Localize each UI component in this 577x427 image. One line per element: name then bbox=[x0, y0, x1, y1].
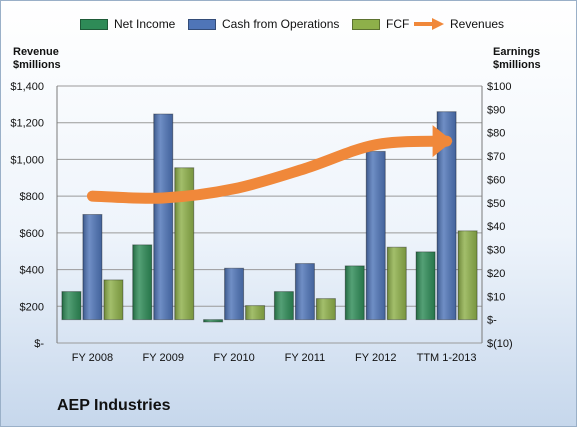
legend-cash-from-operations: Cash from Operations bbox=[188, 14, 339, 34]
right-tick-label: $20 bbox=[487, 268, 505, 280]
x-tick-label: FY 2012 bbox=[355, 352, 396, 364]
right-tick-label: $10 bbox=[487, 291, 505, 303]
bar-shading-net-income bbox=[274, 291, 294, 320]
x-tick-label: FY 2009 bbox=[143, 352, 184, 364]
bar-shading-cash-from-operations bbox=[295, 263, 315, 320]
legend-label-revenues: Revenues bbox=[450, 17, 505, 31]
left-tick-label: $600 bbox=[20, 228, 44, 240]
legend-label-cash-from-operations: Cash from Operations bbox=[222, 17, 340, 31]
right-axis-title-line1: Earnings bbox=[493, 46, 541, 58]
left-tick-label: $200 bbox=[20, 301, 44, 313]
right-tick-label: $80 bbox=[487, 128, 505, 140]
chart-legend: Net Income Cash from Operations FCF Reve… bbox=[0, 14, 577, 34]
right-tick-label: $90 bbox=[487, 104, 505, 116]
bar-shading-fcf bbox=[103, 279, 123, 320]
left-tick-label: $800 bbox=[20, 191, 44, 203]
bar-shading-net-income bbox=[132, 244, 152, 320]
left-axis-title: Revenue $millions bbox=[13, 46, 61, 72]
bar-shading-fcf bbox=[245, 305, 265, 320]
bar-shading-cash-from-operations bbox=[437, 111, 457, 320]
right-tick-label: $(10) bbox=[487, 338, 513, 350]
right-tick-label: $40 bbox=[487, 221, 505, 233]
company-name: AEP Industries bbox=[57, 397, 171, 414]
legend-swatch-cash-from-operations bbox=[188, 18, 216, 30]
right-axis-title-line2: $millions bbox=[493, 59, 541, 71]
bar-shading-fcf bbox=[316, 298, 336, 320]
legend-label-fcf: FCF bbox=[386, 17, 410, 31]
legend-label-net-income: Net Income bbox=[114, 17, 176, 31]
left-tick-label: $400 bbox=[20, 265, 44, 277]
bar-shading-cash-from-operations bbox=[224, 268, 244, 320]
right-tick-label: $60 bbox=[487, 174, 505, 186]
bar-shading-cash-from-operations bbox=[366, 151, 386, 320]
right-tick-label: $100 bbox=[487, 81, 511, 93]
bar-shading-net-income bbox=[203, 319, 223, 322]
revenues-line bbox=[86, 135, 453, 204]
bar-shading-net-income bbox=[61, 291, 81, 320]
bar-shading-fcf bbox=[458, 230, 478, 320]
right-tick-label: $70 bbox=[487, 151, 505, 163]
bar-shading-fcf bbox=[387, 247, 407, 320]
x-tick-label: TTM 1-2013 bbox=[417, 352, 477, 364]
left-axis-title-line2: $millions bbox=[13, 59, 61, 71]
legend-fcf: FCF bbox=[352, 14, 409, 34]
left-tick-label: $1,200 bbox=[10, 118, 44, 130]
right-tick-label: $- bbox=[487, 315, 497, 327]
bar-shading-cash-from-operations bbox=[82, 214, 102, 320]
left-tick-label: $1,400 bbox=[10, 81, 44, 93]
bar-shading-cash-from-operations bbox=[153, 114, 173, 320]
bar-shading-net-income bbox=[416, 251, 436, 320]
left-axis-title-line1: Revenue bbox=[13, 46, 59, 58]
legend-arrow-icon bbox=[414, 18, 444, 30]
left-tick-label: $1,000 bbox=[10, 154, 44, 166]
right-tick-label: $30 bbox=[487, 245, 505, 257]
legend-swatch-fcf bbox=[352, 18, 380, 30]
x-tick-label: FY 2008 bbox=[72, 352, 113, 364]
legend-revenues: Revenues bbox=[414, 14, 504, 34]
legend-swatch-net-income bbox=[80, 18, 108, 30]
revenues-arrowhead bbox=[432, 125, 453, 158]
x-tick-label: FY 2011 bbox=[285, 352, 326, 364]
bar-shading-net-income bbox=[345, 265, 365, 320]
bar-shading-fcf bbox=[174, 167, 194, 320]
right-tick-label: $50 bbox=[487, 198, 505, 210]
legend-net-income: Net Income bbox=[80, 14, 175, 34]
right-axis-title: Earnings $millions bbox=[493, 46, 541, 72]
left-tick-label: $- bbox=[34, 338, 44, 350]
x-tick-label: FY 2010 bbox=[213, 352, 254, 364]
